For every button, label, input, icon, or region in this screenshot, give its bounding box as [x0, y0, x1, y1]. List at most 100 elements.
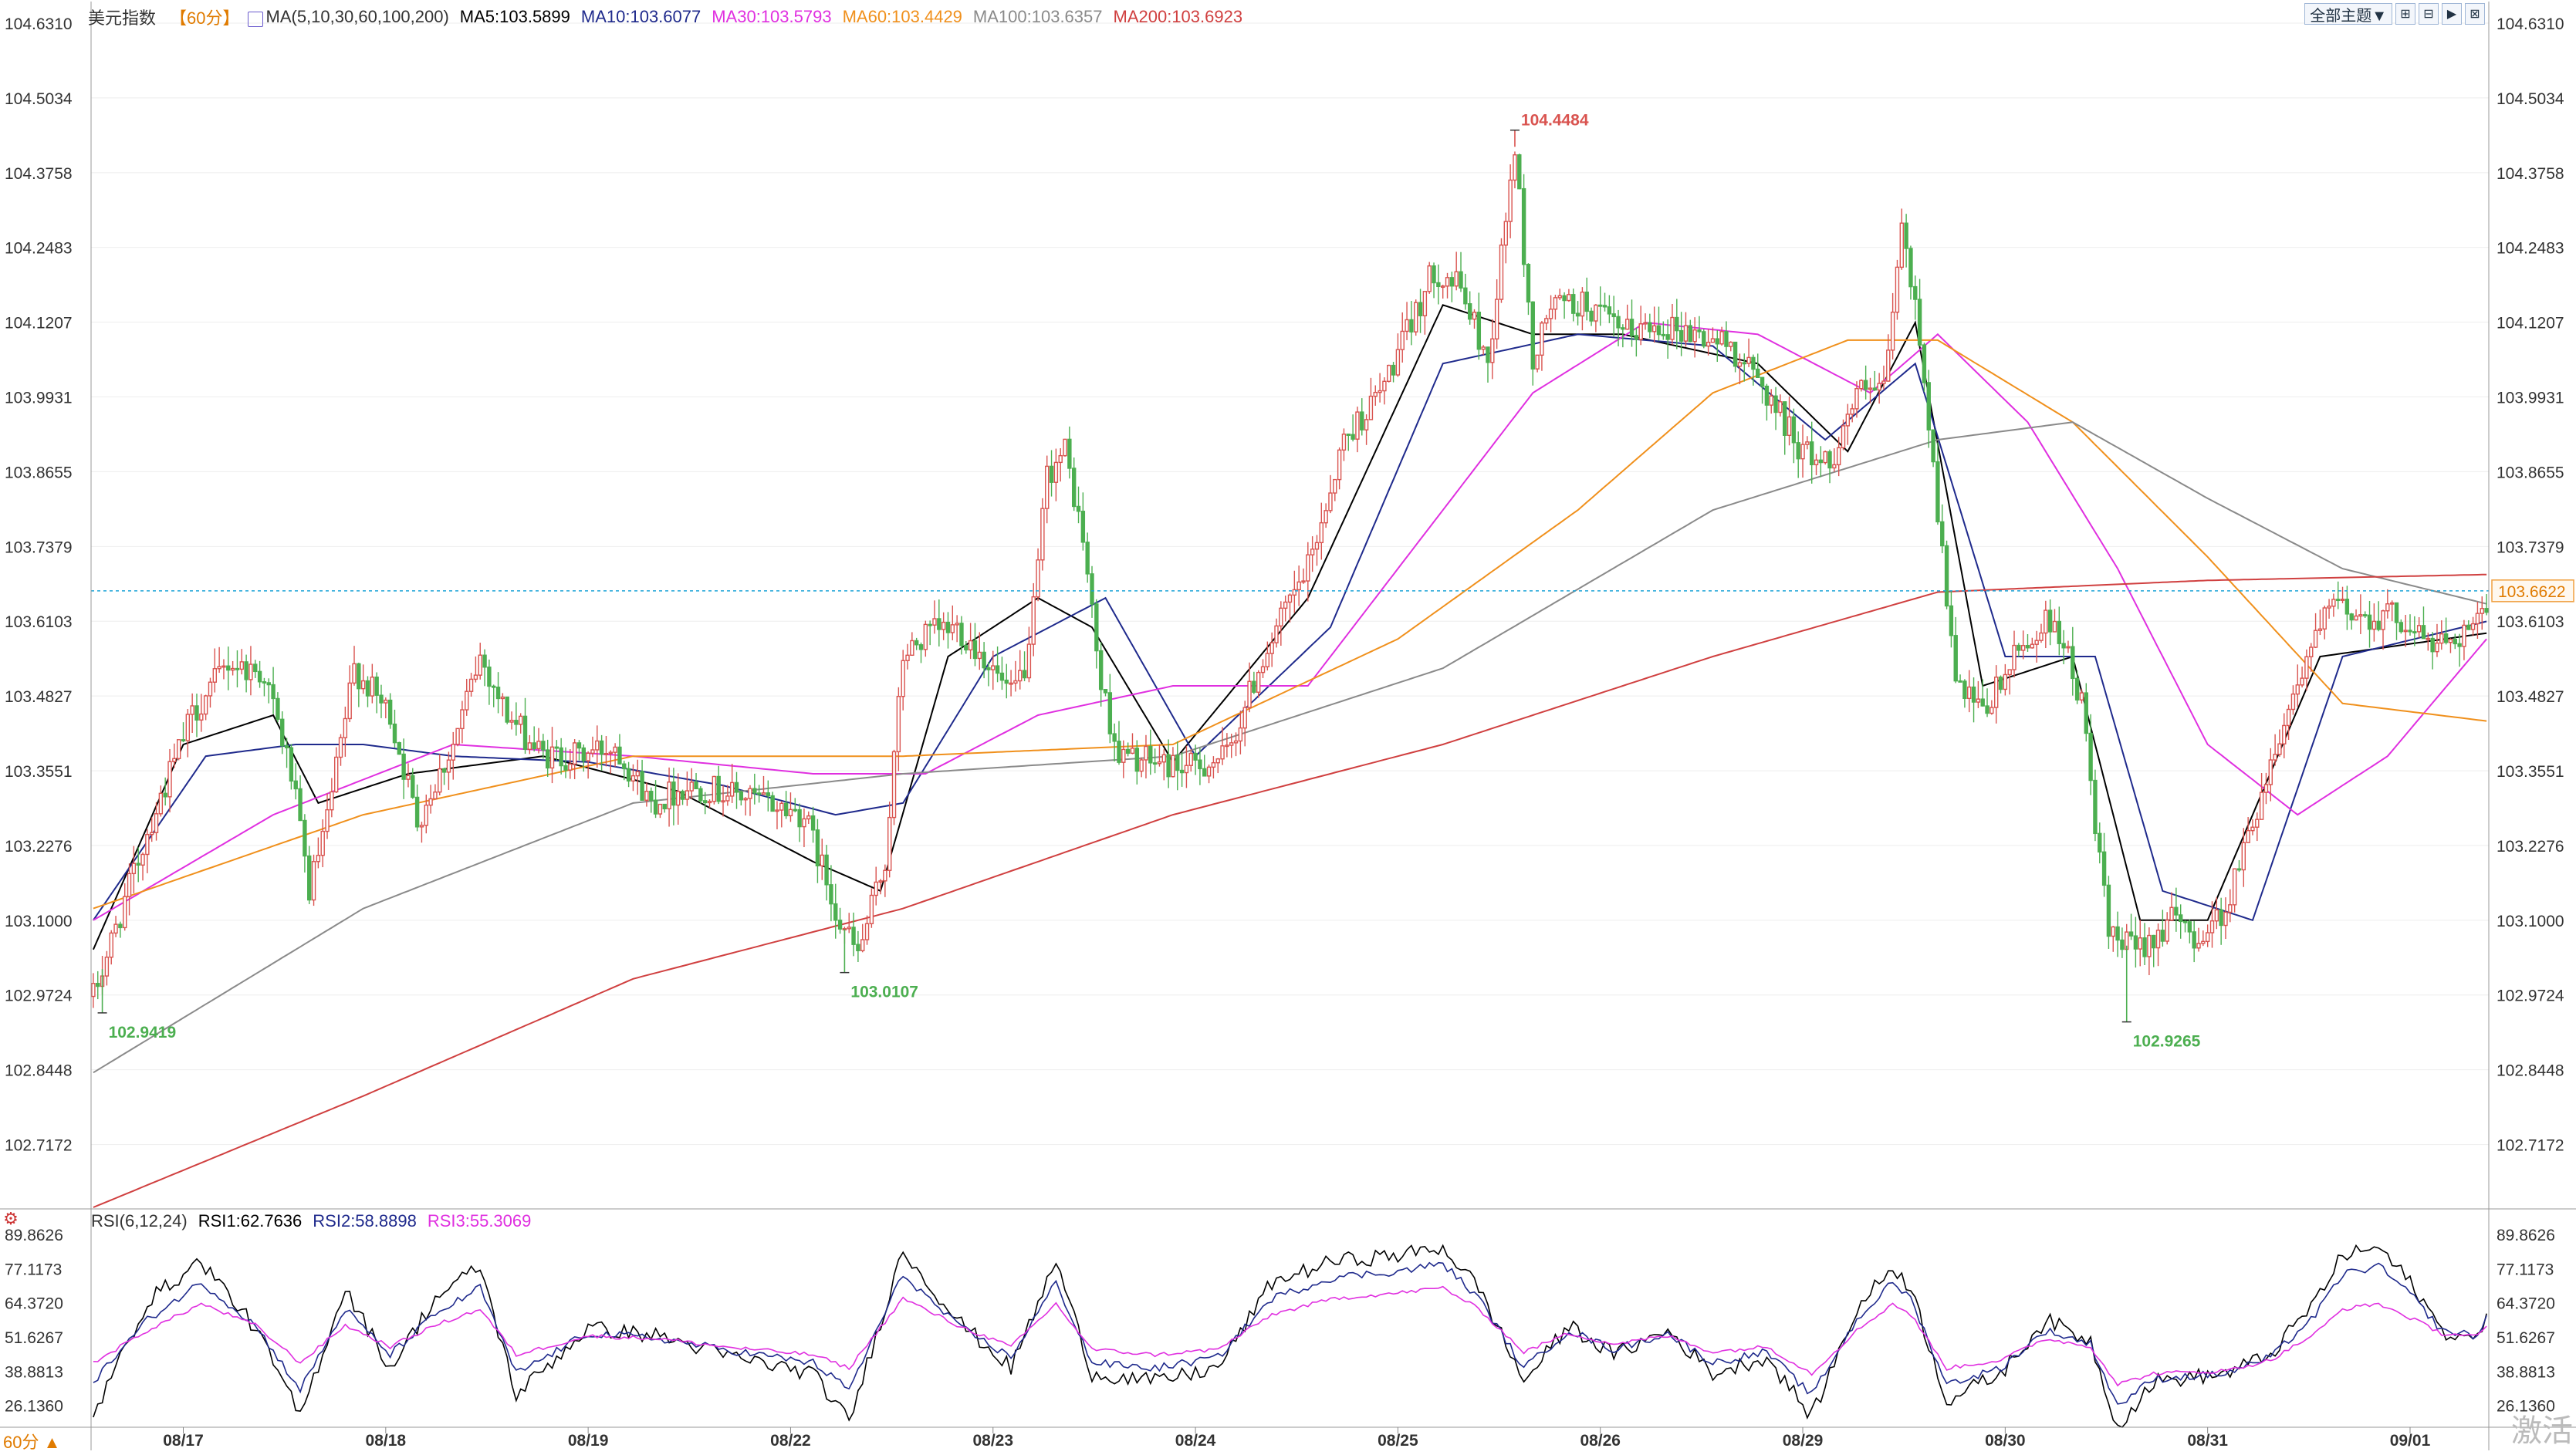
- candle-body: [1827, 451, 1832, 469]
- candle-body: [2025, 645, 2030, 649]
- candle-body: [824, 854, 829, 886]
- candle-body: [1773, 395, 1778, 414]
- period-label[interactable]: 【60分】: [170, 8, 240, 28]
- candle-body: [1562, 295, 1567, 302]
- candle-body: [1467, 303, 1472, 320]
- theme-select[interactable]: 全部主题▼: [2304, 3, 2392, 25]
- candle-body: [2277, 743, 2282, 755]
- candle-body: [2101, 851, 2107, 886]
- candle-body: [2322, 607, 2327, 630]
- candle-body: [289, 747, 294, 782]
- candle-body: [779, 802, 784, 811]
- candle-body: [2030, 643, 2035, 649]
- candle-body: [1854, 388, 1859, 410]
- y-tick-label-right: 102.7172: [2497, 1137, 2564, 1155]
- y-tick-label-right: 102.9724: [2497, 987, 2564, 1005]
- candle-body: [999, 672, 1005, 681]
- candle-body: [725, 795, 730, 802]
- candle-body: [158, 792, 164, 815]
- candle-body: [1346, 434, 1351, 436]
- candle-body: [2403, 630, 2408, 633]
- candle-body: [1328, 492, 1333, 511]
- candle-body: [707, 801, 712, 804]
- candle-body: [1513, 154, 1517, 181]
- candle-body: [676, 791, 681, 806]
- candle-body: [545, 749, 550, 769]
- y-tick-label-right: 104.1207: [2497, 315, 2564, 333]
- chart-toolbar: 全部主题▼ ⊞ ⊟ ▶ ⊠: [2304, 3, 2485, 25]
- candle-body: [1463, 287, 1468, 305]
- play-icon[interactable]: ▶: [2442, 3, 2462, 25]
- candle-body: [505, 696, 509, 723]
- candle-body: [91, 983, 96, 998]
- candle-body: [1760, 376, 1765, 387]
- candle-body: [392, 723, 397, 744]
- candle-body: [2354, 615, 2358, 621]
- candle-body: [379, 694, 384, 704]
- candle-body: [257, 670, 262, 683]
- candle-body: [1715, 338, 1719, 345]
- candle-body: [428, 798, 433, 806]
- candle-body: [487, 667, 492, 687]
- candle-body: [2268, 759, 2273, 785]
- candle-body: [527, 742, 532, 750]
- candle-body: [793, 809, 797, 812]
- candle-body: [1472, 312, 1477, 320]
- candle-body: [1378, 390, 1382, 393]
- candle-body: [2196, 943, 2201, 949]
- candle-body: [2416, 625, 2422, 633]
- candle-body: [2408, 630, 2412, 633]
- rsi-tick-label-right: 64.3720: [2497, 1295, 2555, 1313]
- candle-body: [2453, 639, 2457, 645]
- candle-body: [1580, 291, 1585, 317]
- candle-body: [1823, 451, 1827, 464]
- candle-body: [869, 894, 874, 924]
- candle-body: [752, 788, 757, 794]
- current-price-tag: 103.6622: [2498, 583, 2566, 601]
- candle-body: [2466, 624, 2471, 630]
- candle-body: [284, 744, 289, 748]
- candle-body: [874, 881, 878, 896]
- candle-body: [1729, 341, 1733, 347]
- candle-body: [968, 640, 973, 651]
- candle-body: [599, 740, 604, 755]
- candle-body: [1949, 605, 1954, 636]
- candle-body: [352, 663, 357, 684]
- candle-body: [2394, 602, 2399, 623]
- candle-body: [2219, 909, 2223, 927]
- candle-body: [1486, 346, 1490, 363]
- candle-body: [1624, 319, 1630, 330]
- candle-body: [1962, 680, 1967, 700]
- candle-body: [959, 623, 964, 646]
- candle-body: [2358, 614, 2363, 617]
- candle-body: [1535, 354, 1540, 370]
- candle-body: [2071, 646, 2075, 680]
- candle-body: [149, 832, 154, 836]
- candle-body: [887, 816, 892, 871]
- gear-icon[interactable]: ⚙: [3, 1209, 19, 1228]
- candle-body: [1859, 380, 1864, 390]
- candle-body: [370, 677, 375, 697]
- candle-body: [878, 880, 883, 883]
- candle-body: [1036, 559, 1040, 598]
- restore-icon[interactable]: ⊟: [2419, 3, 2439, 25]
- candle-body: [2174, 906, 2179, 916]
- candle-body: [1980, 698, 1985, 707]
- candle-body: [2223, 911, 2228, 927]
- candle-body: [1602, 305, 1607, 308]
- candle-body: [1206, 766, 1212, 777]
- candle-body: [932, 618, 937, 626]
- ma200-line: [93, 573, 2487, 1208]
- candle-body: [316, 854, 321, 863]
- candle-body: [96, 983, 100, 987]
- period-switch-button[interactable]: 60分 ▲: [3, 1433, 61, 1452]
- candle-body: [433, 791, 438, 800]
- candle-body: [1913, 285, 1918, 300]
- ma-icon[interactable]: [247, 12, 263, 27]
- candle-body: [1584, 291, 1589, 312]
- candle-body: [761, 792, 766, 795]
- fit-icon[interactable]: ⊠: [2465, 3, 2485, 25]
- expand-icon[interactable]: ⊞: [2395, 3, 2415, 25]
- candle-body: [1292, 589, 1297, 596]
